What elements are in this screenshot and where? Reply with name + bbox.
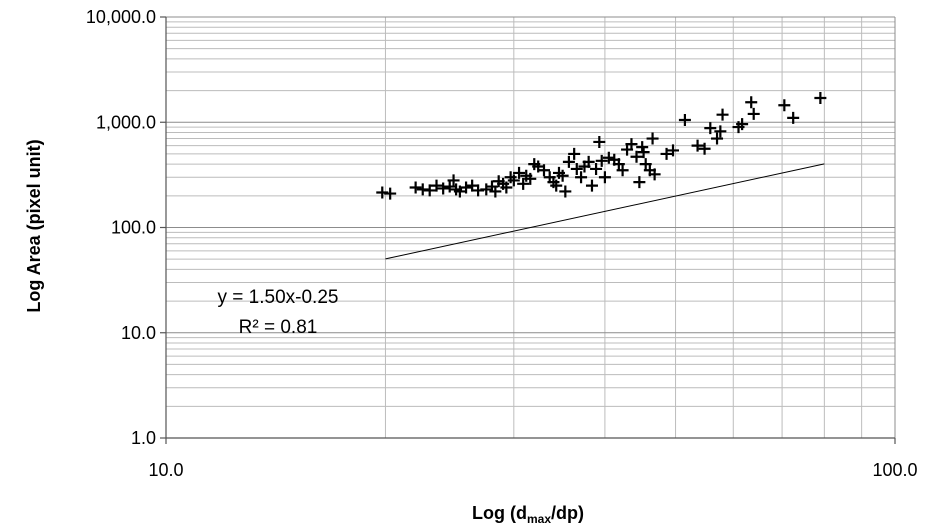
data-point: [500, 181, 513, 194]
data-point: [747, 107, 760, 120]
y-tick-labels: 1.0 10.0 100.0 1,000.0 10,000.0: [86, 7, 156, 448]
data-point: [409, 181, 422, 194]
data-point: [590, 162, 603, 175]
data-point: [639, 158, 652, 171]
x-tick-label: 10.0: [148, 460, 183, 480]
data-point: [437, 182, 450, 195]
x-axis-title: Log (dmax/dp): [472, 503, 584, 526]
data-point: [447, 174, 460, 187]
data-point: [633, 176, 646, 189]
trendline-group: [385, 163, 825, 260]
data-point: [562, 155, 575, 168]
data-point: [814, 91, 827, 104]
data-point: [570, 162, 583, 175]
data-point: [556, 169, 569, 182]
data-point: [423, 184, 436, 197]
data-points: [376, 91, 827, 200]
data-point: [568, 147, 581, 160]
data-point: [443, 180, 456, 193]
data-point: [612, 158, 625, 171]
data-point: [736, 118, 749, 131]
data-point: [559, 185, 572, 198]
y-tick-label: 1.0: [131, 428, 156, 448]
x-tick-labels: 10.0 100.0: [148, 460, 917, 480]
data-point: [787, 111, 800, 124]
data-point: [616, 164, 629, 177]
data-point: [778, 99, 791, 112]
data-point: [595, 154, 608, 167]
data-point: [585, 179, 598, 192]
data-point: [630, 150, 643, 163]
data-point: [625, 138, 638, 151]
data-point: [667, 144, 680, 157]
x-axis-title-main: Log (d: [472, 503, 527, 523]
trendline: [385, 163, 825, 260]
data-point: [537, 164, 550, 177]
x-axis-title-end: /dp): [551, 503, 584, 523]
data-point: [691, 139, 704, 152]
data-point: [507, 174, 520, 187]
data-point: [513, 166, 526, 179]
y-tick-label: 10.0: [121, 323, 156, 343]
y-tick-label: 1,000.0: [96, 112, 156, 132]
data-point: [598, 171, 611, 184]
data-point: [648, 168, 661, 181]
x-axis-title-subscript: max: [527, 512, 551, 526]
data-point: [714, 125, 727, 138]
data-point: [745, 96, 758, 109]
data-point: [660, 147, 673, 160]
data-point: [716, 108, 729, 121]
y-axis-title: Log Area (pixel unit): [24, 139, 44, 312]
y-tick-label: 10,000.0: [86, 7, 156, 27]
data-point: [384, 187, 397, 200]
minor-gridlines: [166, 17, 895, 438]
data-point: [646, 132, 659, 145]
data-point: [602, 151, 615, 164]
data-point: [678, 114, 691, 127]
data-point: [453, 185, 466, 198]
data-point: [489, 185, 502, 198]
data-point: [582, 155, 595, 168]
data-point: [593, 135, 606, 148]
data-point: [575, 171, 588, 184]
data-point: [480, 183, 493, 196]
x-tick-label: 100.0: [872, 460, 917, 480]
data-point: [711, 132, 724, 145]
trendline-equation: y = 1.50x-0.25: [218, 287, 339, 308]
data-point: [524, 172, 537, 185]
data-point: [698, 142, 711, 155]
data-point: [704, 122, 717, 135]
data-point: [460, 181, 473, 194]
axes: [160, 16, 896, 444]
data-point: [517, 177, 530, 190]
data-point: [430, 179, 443, 192]
data-point: [637, 146, 650, 159]
r-squared-label: R² = 0.81: [239, 317, 318, 338]
data-point: [550, 179, 563, 192]
y-tick-label: 100.0: [111, 218, 156, 238]
